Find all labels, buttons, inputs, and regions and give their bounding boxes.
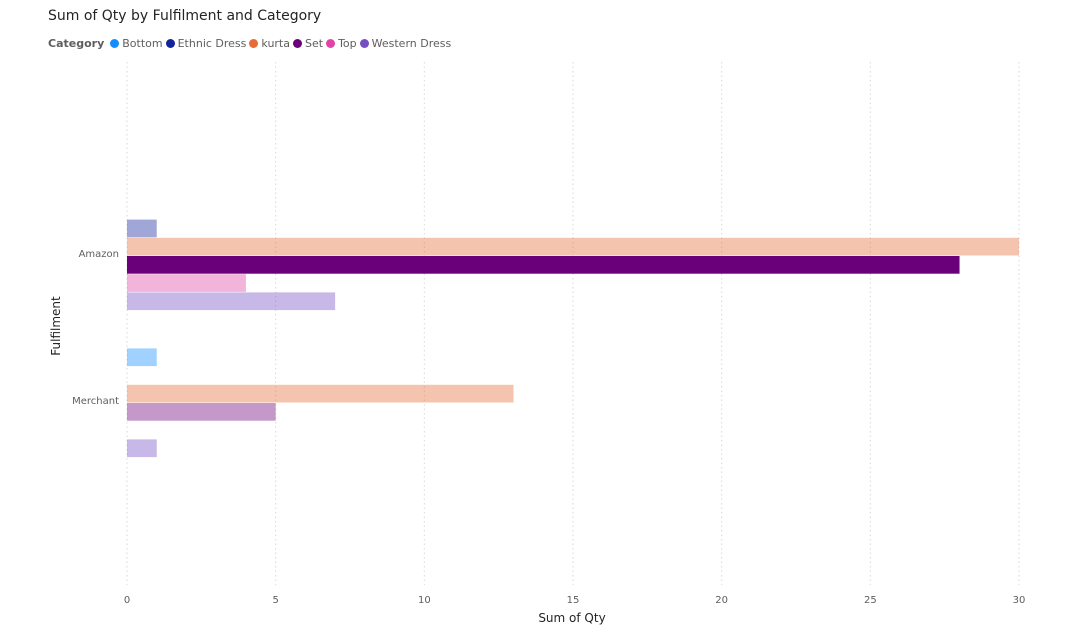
- legend-item-top[interactable]: Top: [326, 37, 357, 50]
- x-tick-label-5: 25: [864, 595, 877, 606]
- legend-label-top: Top: [338, 37, 357, 50]
- bar-merchant-western-dress[interactable]: [127, 439, 157, 458]
- legend-marker-western-dress: [359, 39, 369, 48]
- x-tick-label-1: 5: [272, 595, 278, 606]
- y-tick-label-amazon: Amazon: [79, 249, 119, 260]
- legend-label-western-dress: Western Dress: [371, 37, 452, 50]
- bar-amazon-set[interactable]: [127, 256, 960, 274]
- legend-marker-bottom: [110, 39, 120, 48]
- x-tick-label-2: 10: [418, 595, 431, 606]
- legend-item-set[interactable]: Set: [293, 37, 323, 50]
- legend-marker-ethnic-dress: [165, 39, 175, 48]
- legend-label-ethnic-dress: Ethnic Dress: [177, 37, 247, 50]
- y-tick-label-merchant: Merchant: [72, 396, 119, 407]
- x-tick-label-0: 0: [124, 595, 130, 606]
- bar-amazon-ethnic-dress[interactable]: [127, 219, 157, 238]
- legend-item-ethnic-dress[interactable]: Ethnic Dress: [165, 37, 247, 50]
- x-tick-label-6: 30: [1013, 595, 1026, 606]
- bar-amazon-kurta[interactable]: [127, 237, 1019, 256]
- bar-merchant-kurta[interactable]: [127, 384, 514, 403]
- bar-merchant-set[interactable]: [127, 403, 276, 421]
- bar-amazon-western-dress[interactable]: [127, 292, 336, 311]
- legend-label-set: Set: [305, 37, 324, 50]
- chart-title: Sum of Qty by Fulfilment and Category: [48, 8, 322, 24]
- x-tick-label-4: 20: [715, 595, 728, 606]
- legend-item-bottom[interactable]: Bottom: [110, 37, 163, 50]
- x-tick-label-3: 15: [567, 595, 580, 606]
- legend-marker-top: [326, 39, 336, 48]
- legend-marker-kurta: [249, 39, 259, 48]
- legend-item-western-dress[interactable]: Western Dress: [359, 37, 452, 50]
- bar-amazon-top[interactable]: [127, 274, 246, 292]
- x-axis-title: Sum of Qty: [538, 611, 605, 625]
- bar-merchant-bottom[interactable]: [127, 348, 157, 367]
- legend: Category Bottom Ethnic Dress kurta Set Top We…: [48, 37, 454, 50]
- legend-title: Category: [48, 37, 105, 50]
- legend-item-kurta[interactable]: kurta: [249, 37, 290, 50]
- legend-marker-set: [293, 39, 302, 48]
- legend-label-bottom: Bottom: [122, 37, 163, 50]
- legend-label-kurta: kurta: [261, 37, 290, 50]
- y-axis-title: Fulfilment: [49, 296, 63, 356]
